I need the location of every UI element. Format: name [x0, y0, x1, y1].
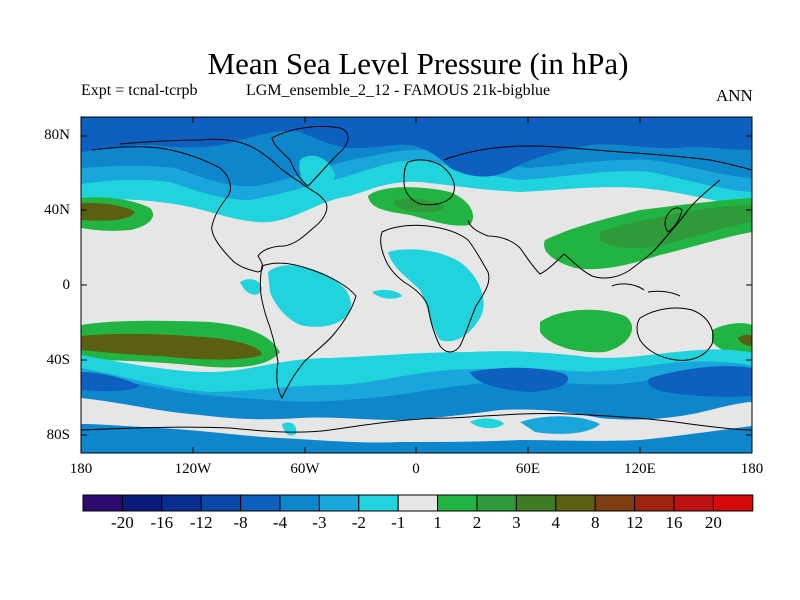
- colorbar-box: [240, 494, 281, 512]
- lon-label-120w: 120W: [174, 461, 212, 477]
- colorbar-label: -1: [391, 513, 406, 532]
- lon-label-60e: 60E: [515, 461, 541, 477]
- australia-east-pos: [712, 323, 752, 360]
- south-pacific-east-low: [81, 372, 140, 392]
- map-field: [81, 117, 752, 453]
- south-pole-neg: [81, 439, 752, 453]
- colorbar: [82, 494, 754, 512]
- colorbar-box: [634, 494, 675, 512]
- axis-ticks: [81, 117, 752, 453]
- coast-africa: [380, 224, 490, 353]
- coast-greenland: [271, 125, 349, 187]
- colorbar-label: 20: [704, 513, 722, 532]
- colorbar-box: [594, 494, 636, 512]
- coast-indonesia: [611, 283, 681, 297]
- lat-label-80n: 80N: [44, 127, 70, 143]
- colorbar-box: [279, 494, 320, 512]
- colorbar-label: -12: [189, 513, 213, 532]
- ensemble-label: LGM_ensemble_2_12 - FAMOUS 21k-bigblue: [246, 82, 551, 99]
- colorbar-label: 3: [512, 513, 521, 532]
- colorbar-box: [161, 494, 202, 512]
- atlantic-eq-neg: [372, 289, 402, 299]
- colorbar-label: 4: [551, 513, 561, 532]
- arctic-neg-deep: [81, 117, 752, 177]
- coast-australia: [636, 307, 714, 361]
- lon-label-120e: 120E: [624, 461, 656, 477]
- colorbar-label: -4: [272, 513, 288, 532]
- colorbar-box: [515, 494, 557, 512]
- east-pacific-neg: [240, 279, 262, 295]
- south-pacific-pos-core: [81, 333, 262, 360]
- colorbar-box: [712, 494, 754, 512]
- coast-europe: [403, 159, 455, 206]
- colorbar-label: -8: [233, 513, 248, 532]
- colorbar-box: [358, 494, 399, 512]
- colorbar-label: -3: [312, 513, 327, 532]
- colorbar-box: [82, 494, 123, 512]
- lon-label-0: 0: [412, 461, 420, 477]
- colorbar-box: [555, 494, 596, 512]
- lon-label-180-west: 180: [69, 461, 93, 477]
- north-pacific-east-core: [81, 202, 135, 221]
- greenland-neg-patch: [299, 155, 335, 191]
- coast-japan: [664, 207, 683, 233]
- colorbar-label: 2: [472, 513, 482, 532]
- south-pacific-west-low: [647, 366, 752, 397]
- antarctic-neg-patch-3: [470, 418, 504, 429]
- colorbar-label: 16: [665, 513, 683, 532]
- australia-east-pos-core: [738, 334, 752, 346]
- lon-label-180-east: 180: [740, 461, 764, 477]
- coast-antarctica: [81, 412, 752, 433]
- europe-pos-core: [394, 198, 445, 213]
- asia-pacific-pos-core: [600, 205, 752, 248]
- africa-neg: [388, 249, 484, 342]
- lon-label-60w: 60W: [290, 461, 320, 477]
- indian-ocean-pos: [540, 309, 633, 353]
- south-indian-low: [470, 367, 569, 392]
- colorbar-label: 8: [590, 513, 600, 532]
- colorbar-label: -2: [351, 513, 366, 532]
- coast-south-america: [259, 262, 357, 400]
- colorbar-label: 1: [433, 513, 442, 532]
- colorbar-box: [200, 494, 242, 512]
- lat-label-40n: 40N: [44, 202, 70, 218]
- colorbar-box: [397, 494, 439, 512]
- lat-label-80s: 80S: [46, 427, 70, 443]
- experiment-label: Expt = tcnal-tcrpb: [81, 82, 198, 99]
- antarctic-neg-patch-1: [520, 416, 600, 434]
- season-label: ANN: [716, 86, 753, 105]
- coast-north-america: [91, 138, 328, 273]
- colorbar-box: [437, 494, 478, 512]
- coast-eurasia: [443, 145, 752, 279]
- colorbar-box: [121, 494, 163, 512]
- colorbar-box: [476, 494, 517, 512]
- colorbar-box: [318, 494, 360, 512]
- colorbar-label: 12: [626, 513, 644, 532]
- colorbar-box: [673, 494, 714, 512]
- lat-label-40s: 40S: [46, 352, 70, 368]
- map-title: Mean Sea Level Pressure (in hPa): [207, 46, 629, 81]
- colorbar-label: -16: [150, 513, 174, 532]
- lat-label-eq: 0: [62, 277, 71, 293]
- coastlines: [81, 125, 752, 433]
- colorbar-label: -20: [111, 513, 134, 532]
- south-america-neg: [268, 265, 351, 327]
